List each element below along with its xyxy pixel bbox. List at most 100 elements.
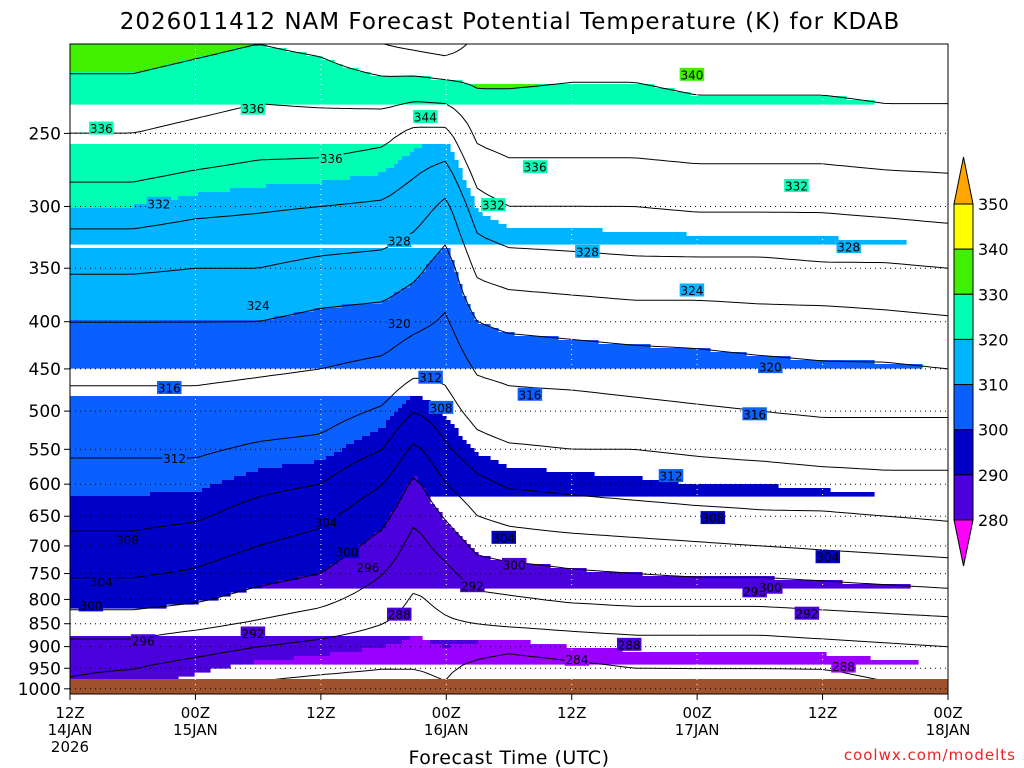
field-cell xyxy=(70,552,351,557)
field-cell xyxy=(70,400,407,405)
contour-label-bg xyxy=(78,598,104,612)
contour-label-308: 308 xyxy=(116,534,139,548)
y-tick-label-950: 950 xyxy=(29,659,61,679)
field-cell xyxy=(338,560,511,565)
field-cell xyxy=(378,428,459,433)
field-cell xyxy=(426,488,831,493)
contour-label-bg xyxy=(491,530,517,544)
contour-label-bg xyxy=(157,381,182,395)
contour-label-bg xyxy=(460,579,485,593)
field-cell xyxy=(266,184,467,189)
field-cell xyxy=(70,144,423,149)
theta-contours xyxy=(70,44,948,694)
contour-label-bg xyxy=(742,407,767,421)
field-cell xyxy=(422,144,451,149)
contour-label-336: 336 xyxy=(320,152,343,166)
y-tick-label-800: 800 xyxy=(29,590,61,610)
field-cell xyxy=(70,656,295,661)
contour-label-332: 332 xyxy=(482,199,505,213)
field-cell xyxy=(70,212,483,217)
y-tick-label-400: 400 xyxy=(29,313,61,333)
field-cell xyxy=(350,176,463,181)
contour-label-300: 300 xyxy=(336,546,359,560)
field-cell xyxy=(70,516,391,521)
colorbar-label-300: 300 xyxy=(978,421,1009,440)
contour-label-bg xyxy=(658,469,684,483)
colorbar-arrow-bottom xyxy=(953,519,974,567)
field-cell xyxy=(70,76,431,81)
contour-label-bg xyxy=(245,298,271,312)
field-cell xyxy=(70,592,231,597)
field-cell xyxy=(198,56,323,61)
field-cell xyxy=(410,636,423,641)
field-cell xyxy=(358,544,471,549)
contour-label-bg xyxy=(413,110,438,124)
contour-label-288: 288 xyxy=(618,638,641,652)
field-cell xyxy=(378,172,463,177)
contour-label-bg xyxy=(240,101,266,115)
contour-label-bg xyxy=(130,634,156,648)
field-cell xyxy=(70,188,231,193)
field-cell xyxy=(70,472,247,477)
contour-label-304: 304 xyxy=(816,551,839,565)
x-tick-label: 14JAN xyxy=(48,721,93,739)
field-cell xyxy=(70,476,235,481)
field-cell xyxy=(370,432,459,437)
field-cell xyxy=(218,52,307,57)
contour-label-308: 308 xyxy=(701,512,724,526)
contour-label-bg xyxy=(794,606,820,620)
field-cell xyxy=(70,256,435,261)
colorbar-arrow-top xyxy=(953,156,974,205)
colorbar-label-280: 280 xyxy=(978,511,1009,530)
x-tick-label: 12Z xyxy=(557,704,586,722)
x-tick-label: 00Z xyxy=(682,704,711,722)
field-cell xyxy=(70,492,151,497)
field-cell xyxy=(70,84,475,89)
field-cell xyxy=(178,196,475,201)
field-cell xyxy=(406,484,423,489)
field-cell xyxy=(70,352,747,357)
field-cell xyxy=(386,524,451,529)
field-cell xyxy=(70,252,439,257)
colorbar-band-1 xyxy=(953,248,974,295)
field-cell xyxy=(394,508,439,513)
contour-312 xyxy=(70,377,948,471)
contour-label-312: 312 xyxy=(660,470,683,484)
contour-label-336: 336 xyxy=(90,122,113,136)
contour-label-bg xyxy=(89,121,114,135)
field-cell xyxy=(354,548,475,553)
field-cell xyxy=(246,472,595,477)
field-cell xyxy=(198,192,471,197)
field-cell xyxy=(70,328,499,333)
contour-label-bg xyxy=(522,160,548,174)
field-cell xyxy=(382,300,467,305)
field-cell xyxy=(70,584,263,589)
field-cell xyxy=(422,484,779,489)
field-cell xyxy=(330,564,551,569)
field-cell xyxy=(70,420,387,425)
theta-field xyxy=(70,44,923,694)
contour-316 xyxy=(70,312,948,418)
contour-label-bg xyxy=(784,178,809,192)
field-cell xyxy=(478,640,531,645)
field-cell xyxy=(70,228,603,233)
field-cell xyxy=(394,164,459,169)
field-cell xyxy=(70,220,499,225)
field-cell xyxy=(70,164,395,169)
field-cell xyxy=(70,180,323,185)
field-cell xyxy=(390,296,467,301)
field-cell xyxy=(402,640,431,645)
y-tick-label-650: 650 xyxy=(29,507,61,527)
contour-label-bg xyxy=(319,151,344,165)
field-cell xyxy=(434,256,451,261)
field-cell xyxy=(402,288,463,293)
field-cell xyxy=(70,324,491,329)
field-cell xyxy=(70,288,403,293)
field-cell xyxy=(70,676,179,681)
field-cell xyxy=(538,84,655,89)
field-cell xyxy=(70,208,479,213)
field-cell xyxy=(166,64,343,69)
contour-label-bg xyxy=(115,533,140,547)
x-axis-label: Forecast Time (UTC) xyxy=(409,747,610,768)
